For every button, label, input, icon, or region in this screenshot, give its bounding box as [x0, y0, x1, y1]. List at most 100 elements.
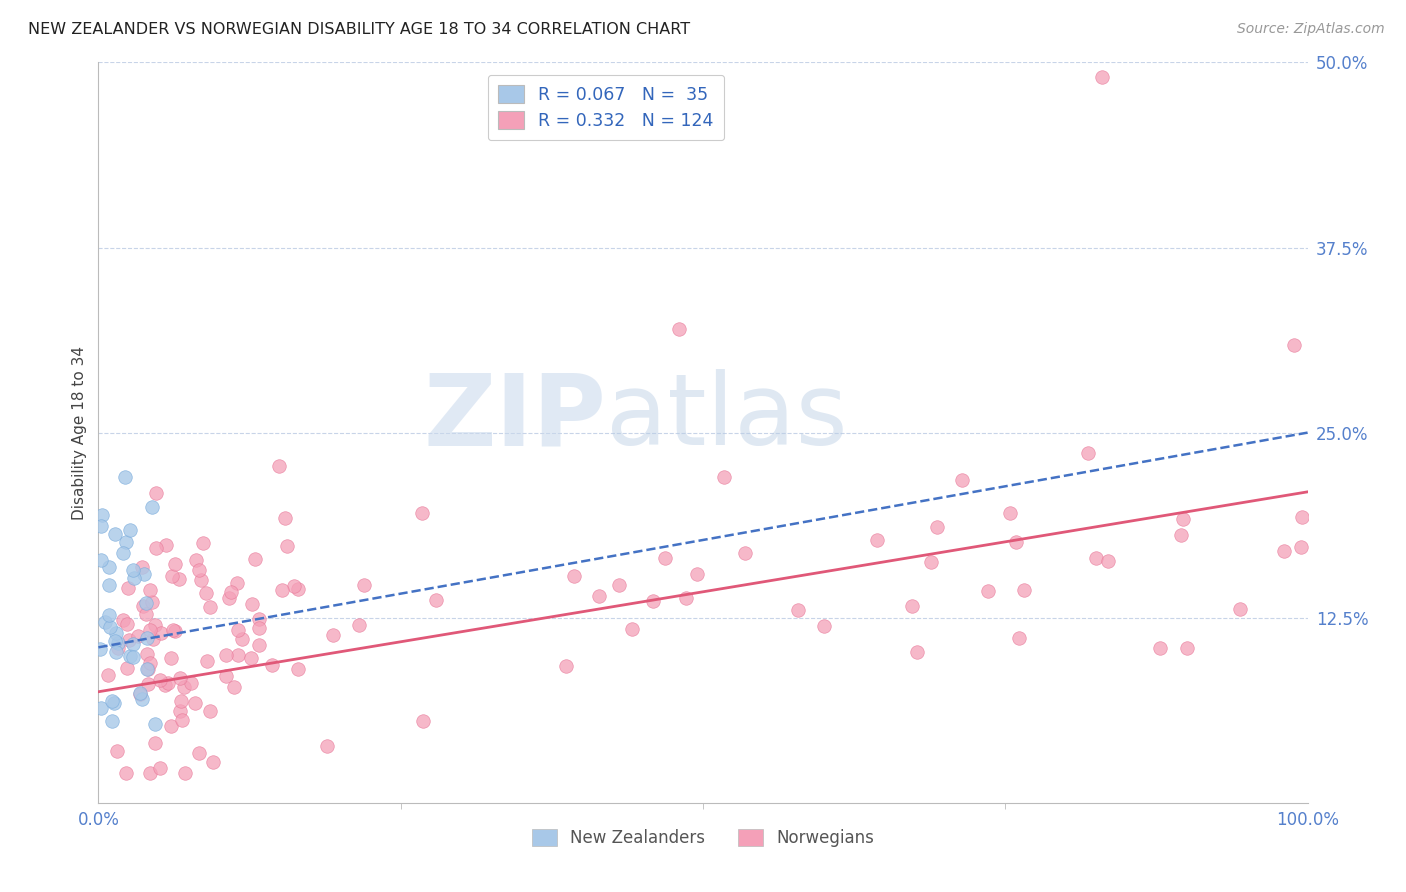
Point — [977, 583, 1000, 598]
Point — [1005, 535, 1028, 549]
Point — [641, 594, 664, 608]
Point — [287, 662, 309, 676]
Point — [139, 656, 162, 670]
Point — [160, 719, 183, 733]
Point — [136, 676, 159, 690]
Point — [1149, 640, 1171, 655]
Point — [89, 519, 111, 533]
Point — [153, 678, 176, 692]
Point — [1170, 528, 1192, 542]
Point — [620, 622, 643, 636]
Point — [787, 603, 810, 617]
Point — [117, 581, 139, 595]
Point — [686, 566, 709, 581]
Point — [170, 713, 193, 727]
Point — [1229, 601, 1251, 615]
Point — [1012, 582, 1035, 597]
Point — [925, 520, 948, 534]
Point — [115, 617, 138, 632]
Point — [101, 694, 124, 708]
Point — [215, 648, 238, 662]
Y-axis label: Disability Age 18 to 34: Disability Age 18 to 34 — [72, 345, 87, 520]
Point — [135, 595, 157, 609]
Point — [145, 486, 167, 500]
Point — [226, 576, 249, 591]
Point — [107, 636, 129, 650]
Point — [287, 582, 309, 596]
Point — [267, 459, 290, 474]
Point — [157, 676, 180, 690]
Point — [139, 623, 162, 637]
Point — [163, 557, 186, 571]
Point — [129, 687, 152, 701]
Point — [247, 638, 270, 652]
Point — [120, 523, 142, 537]
Point — [347, 617, 370, 632]
Point — [132, 599, 155, 613]
Point — [271, 582, 294, 597]
Point — [169, 704, 191, 718]
Point — [96, 668, 118, 682]
Point — [1008, 632, 1031, 646]
Point — [222, 680, 245, 694]
Point — [94, 615, 117, 630]
Point — [105, 744, 128, 758]
Point — [1291, 510, 1313, 524]
Point — [149, 673, 172, 688]
Point — [901, 599, 924, 613]
Point — [104, 527, 127, 541]
Point — [283, 579, 305, 593]
Point — [609, 578, 631, 592]
Point — [117, 632, 139, 647]
Point — [162, 568, 184, 582]
Point — [412, 714, 434, 728]
Point — [316, 739, 339, 753]
Point — [139, 583, 162, 598]
Point — [218, 591, 240, 606]
Point — [734, 545, 756, 559]
Point — [322, 627, 344, 641]
Point — [184, 696, 207, 710]
Point — [127, 629, 149, 643]
Point — [554, 658, 576, 673]
Point — [260, 658, 283, 673]
Point — [1091, 70, 1114, 85]
Point — [169, 671, 191, 685]
Point — [122, 563, 145, 577]
Point — [112, 546, 135, 560]
Point — [135, 631, 157, 645]
Point — [1173, 511, 1195, 525]
Point — [188, 563, 211, 577]
Point — [89, 642, 111, 657]
Point — [114, 534, 136, 549]
Text: NEW ZEALANDER VS NORWEGIAN DISABILITY AGE 18 TO 34 CORRELATION CHART: NEW ZEALANDER VS NORWEGIAN DISABILITY AG… — [28, 22, 690, 37]
Point — [219, 584, 242, 599]
Point — [920, 555, 942, 569]
Point — [122, 649, 145, 664]
Point — [141, 595, 163, 609]
Point — [173, 680, 195, 694]
Point — [950, 474, 973, 488]
Point — [200, 599, 222, 614]
Point — [1077, 446, 1099, 460]
Point — [588, 589, 610, 603]
Point — [120, 649, 142, 664]
Point — [1289, 541, 1312, 555]
Point — [131, 559, 153, 574]
Point — [121, 637, 143, 651]
Point — [353, 578, 375, 592]
Point — [101, 714, 124, 728]
Point — [114, 766, 136, 780]
Point — [145, 541, 167, 556]
Point — [142, 632, 165, 647]
Point — [107, 641, 129, 656]
Point — [131, 691, 153, 706]
Point — [1282, 338, 1305, 352]
Point — [866, 533, 889, 548]
Point — [231, 632, 253, 646]
Point — [141, 500, 163, 514]
Text: atlas: atlas — [606, 369, 848, 467]
Point — [247, 612, 270, 626]
Point — [149, 626, 172, 640]
Point — [143, 618, 166, 632]
